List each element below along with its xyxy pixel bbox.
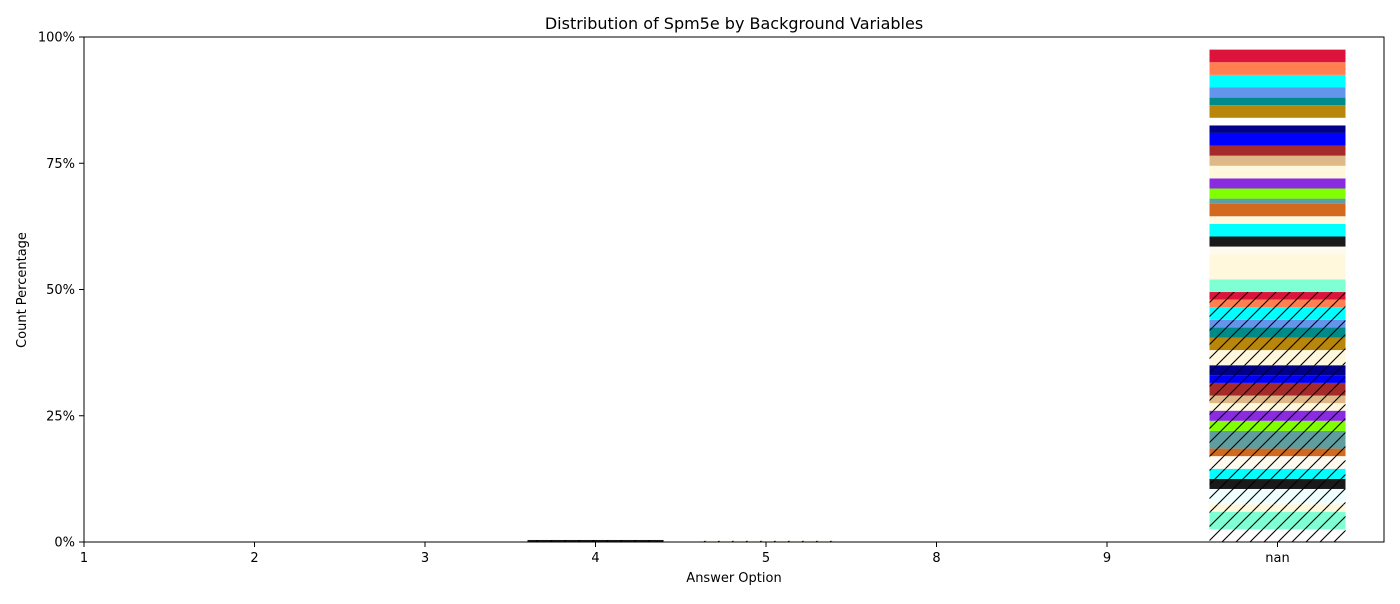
bar-hatch-nan-0 (1209, 529, 1346, 542)
bar-hatch-nan-10 (1209, 410, 1346, 421)
chart-title: Distribution of Spm5e by Background Vari… (545, 14, 923, 33)
bar-hatch-nan-7 (1209, 448, 1346, 457)
bar-segment-nan-24 (1209, 254, 1346, 280)
bar-hatch-nan-18 (1209, 327, 1346, 338)
bar-hatch-nan-2 (1209, 504, 1346, 512)
y-tick-label: 75% (46, 157, 75, 172)
bar-hatch-nan-13 (1209, 382, 1346, 396)
bar-segment-nan-43 (1209, 62, 1346, 75)
x-axis-ticks: 1 2 3 4 5 8 9 nan (80, 542, 1290, 566)
plot-frame (83, 36, 1385, 543)
bar-segment-nan-41 (1209, 87, 1346, 98)
bar-hatch-nan-22 (1209, 292, 1346, 300)
bar-segment-nan-32 (1209, 178, 1346, 189)
bar-hatch-nan-1 (1209, 511, 1346, 530)
x-tick-label: 8 (932, 551, 940, 566)
bar-segment-nan-31 (1209, 188, 1346, 199)
bar-hatch-4-4 (527, 539, 664, 542)
bar-hatch-5-2 (698, 540, 834, 542)
x-tick-label: 2 (250, 551, 258, 566)
bar-segment-nan-35 (1209, 145, 1346, 156)
bar-segment-nan-44 (1209, 49, 1346, 63)
bar-segment-nan-37 (1209, 125, 1346, 133)
bar-segment-nan-40 (1209, 97, 1346, 106)
y-axis-label: Count Percentage (15, 232, 30, 348)
bar-segment-nan-36 (1209, 132, 1346, 146)
bar-hatch-nan-14 (1209, 375, 1346, 383)
bar-hatch-nan-17 (1209, 337, 1346, 351)
y-axis-ticks: 0% 25% 50% 75% 100% (38, 31, 84, 551)
bar-segment-nan-34 (1209, 155, 1346, 166)
x-axis-label: Answer Option (686, 571, 781, 586)
x-tick-label: 4 (591, 551, 599, 566)
bar-hatch-nan-4 (1209, 478, 1346, 489)
bar-segment-nan-28 (1209, 216, 1346, 224)
bar-hatch-nan-12 (1209, 395, 1346, 404)
bar-segment-nan-29 (1209, 203, 1346, 217)
bar-segment-nan-26 (1209, 236, 1346, 247)
bar-segment-nan-33 (1209, 165, 1346, 179)
bar-segment-nan-42 (1209, 74, 1346, 88)
bar-hatch-nan-19 (1209, 319, 1346, 328)
x-tick-label: 3 (421, 551, 429, 566)
bar-hatch-nan-16 (1209, 350, 1346, 366)
bar-segment-nan-23 (1209, 279, 1346, 293)
y-tick-label: 50% (46, 283, 75, 298)
bar-segment-nan-27 (1209, 223, 1346, 237)
bar-segment-nan-25 (1209, 246, 1346, 255)
bar-hatch-nan-3 (1209, 488, 1346, 505)
bar-segment-nan-38 (1209, 117, 1346, 126)
bar-hatch-nan-21 (1209, 299, 1346, 308)
x-tick-label: 1 (80, 551, 88, 566)
x-tick-label: nan (1265, 551, 1289, 566)
bar-hatch-nan-20 (1209, 307, 1346, 320)
y-tick-label: 0% (54, 536, 75, 551)
bar-hatch-nan-6 (1209, 456, 1346, 469)
y-tick-label: 25% (46, 409, 75, 424)
x-tick-label: 9 (1103, 551, 1111, 566)
bar-hatch-nan-11 (1209, 403, 1346, 411)
bar-hatch-nan-5 (1209, 468, 1346, 479)
bar-hatch-nan-15 (1209, 365, 1346, 376)
bars-layer (527, 49, 1346, 542)
y-tick-label: 100% (38, 31, 75, 46)
x-tick-label: 5 (762, 551, 770, 566)
bar-hatch-nan-8 (1209, 430, 1346, 449)
bar-hatch-nan-9 (1209, 420, 1346, 431)
bar-segment-nan-30 (1209, 198, 1346, 204)
bar-segment-nan-39 (1209, 105, 1346, 118)
